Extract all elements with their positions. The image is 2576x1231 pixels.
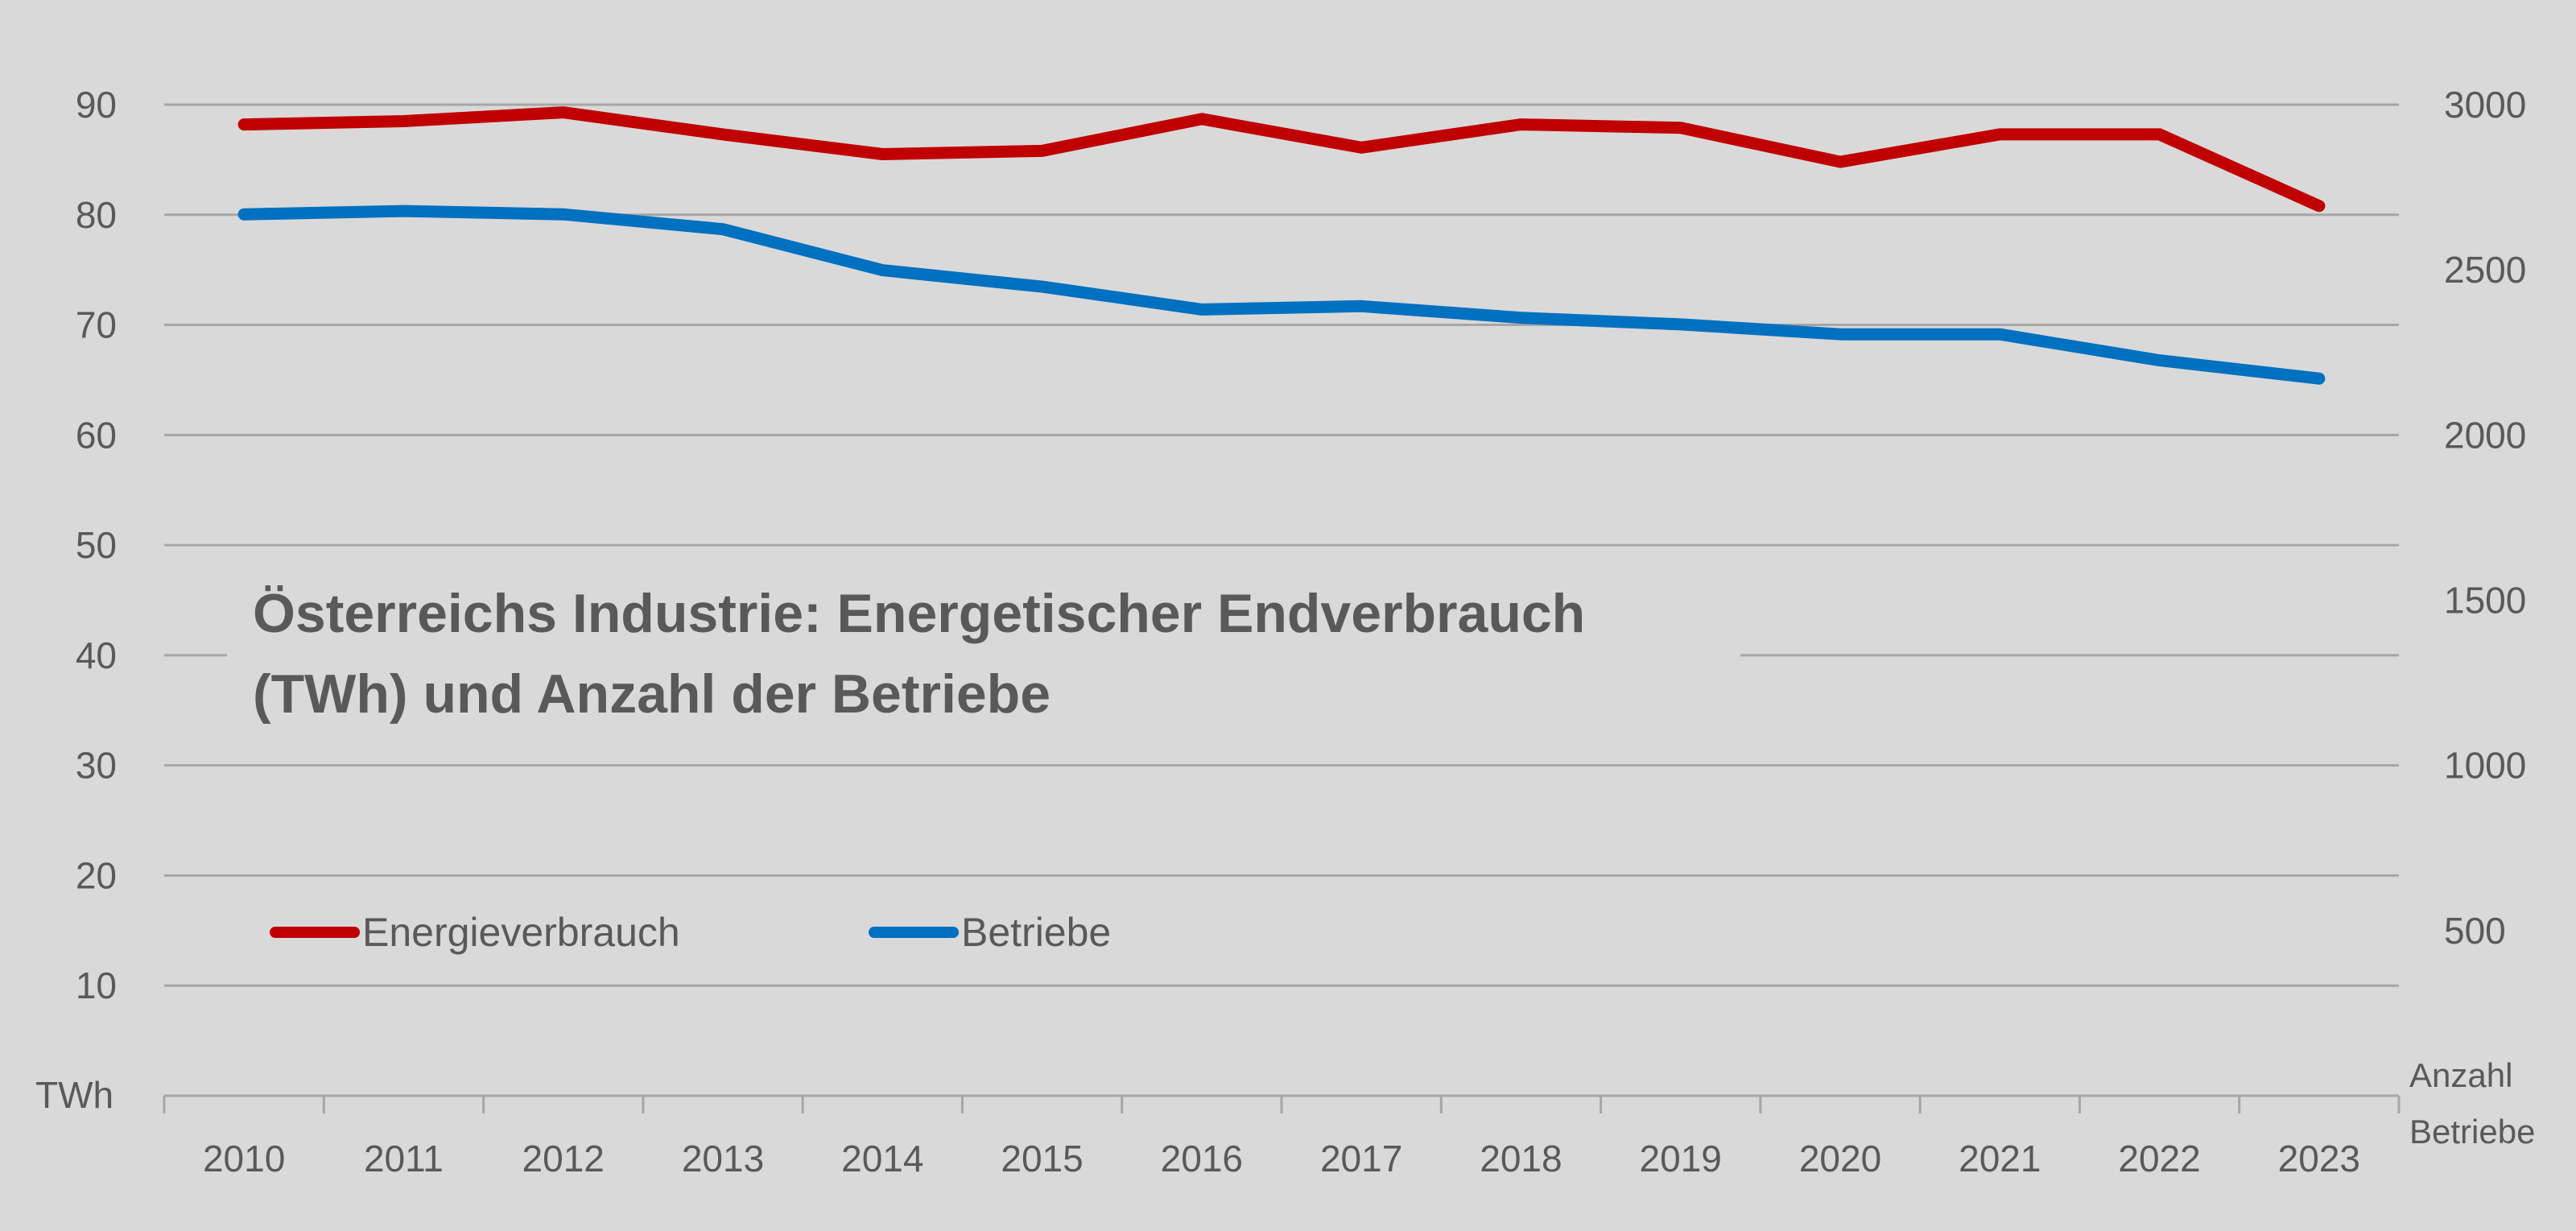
x-tick-label: 2017 <box>1320 1138 1402 1179</box>
y-left-tick-label: 60 <box>76 414 117 456</box>
y-right-tick-label: 2500 <box>2444 249 2526 291</box>
y-right-tick-label: 1000 <box>2444 745 2526 787</box>
y-left-tick-label: 20 <box>76 854 117 896</box>
y-axis-left: 10 20 30 40 50 60 70 80 90 <box>76 84 117 1006</box>
x-tick-label: 2019 <box>1640 1138 1722 1179</box>
y-left-tick-label: 70 <box>76 304 117 346</box>
legend: Energieverbrauch Betriebe <box>270 910 1111 955</box>
legend-label-betriebe: Betriebe <box>961 910 1111 955</box>
y-left-tick-label: 10 <box>76 965 117 1006</box>
x-tick-label: 2022 <box>2118 1138 2200 1179</box>
chart-title-line-2: (TWh) und Anzahl der Betriebe <box>253 663 1051 725</box>
title-background <box>227 564 1740 733</box>
y-right-unit-label-line-2: Betriebe <box>2409 1113 2535 1150</box>
y-axis-right: 500 1000 1500 2000 2500 3000 <box>2444 84 2526 952</box>
x-tick-label: 2010 <box>203 1138 285 1179</box>
y-left-tick-label: 30 <box>76 745 117 787</box>
y-left-tick-label: 50 <box>76 524 117 566</box>
x-tick-label: 2023 <box>2278 1138 2360 1179</box>
legend-label-energieverbrauch: Energieverbrauch <box>362 910 680 955</box>
y-left-tick-label: 80 <box>76 194 117 236</box>
y-right-unit-label-line-1: Anzahl <box>2409 1056 2512 1094</box>
chart-title-line-1: Österreichs Industrie: Energetischer End… <box>253 583 1585 644</box>
x-tick-label: 2021 <box>1959 1138 2041 1179</box>
x-tick-label: 2016 <box>1161 1138 1243 1179</box>
x-tick-label: 2015 <box>1001 1138 1083 1179</box>
x-tick-label: 2020 <box>1799 1138 1881 1179</box>
series-line-energieverbrauch <box>237 106 2326 213</box>
x-tick-label: 2012 <box>522 1138 605 1179</box>
x-tick-label: 2013 <box>682 1138 764 1179</box>
y-right-tick-label: 1500 <box>2444 580 2526 622</box>
x-tick-label: 2014 <box>841 1138 923 1179</box>
y-right-tick-label: 500 <box>2444 910 2506 952</box>
series-line-betriebe <box>237 204 2326 385</box>
y-left-unit-label: TWh <box>35 1074 114 1116</box>
y-left-tick-label: 90 <box>76 84 117 126</box>
y-right-tick-label: 2000 <box>2444 414 2526 456</box>
series-lines <box>237 106 2326 385</box>
x-tick-label: 2011 <box>364 1138 444 1179</box>
y-left-tick-label: 40 <box>76 634 117 676</box>
x-axis: 2010 2011 2012 2013 2014 2015 2016 2017 2018 2019… <box>163 1096 2401 1179</box>
x-tick-label: 2018 <box>1480 1138 1562 1179</box>
y-right-tick-label: 3000 <box>2444 84 2526 126</box>
